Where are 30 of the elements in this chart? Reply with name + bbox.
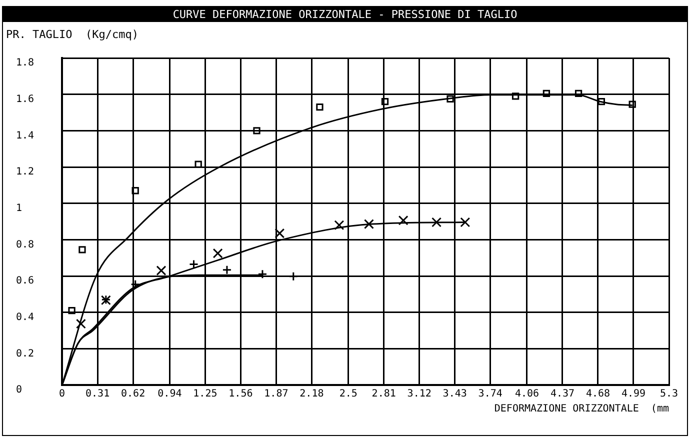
y-tick-label: 1	[16, 202, 22, 214]
x-tick-label: 0	[59, 388, 66, 400]
x-tick-label: 2.5	[339, 388, 358, 400]
y-tick-label: 0.8	[16, 239, 34, 250]
x-tick-label: 3.12	[407, 388, 432, 400]
y-tick-label: 1.6	[16, 94, 34, 105]
x-tick-label: 1.25	[193, 388, 218, 400]
chart-title: CURVE DEFORMAZIONE ORIZZONTALE - PRESSIONE DI TAGLIO	[3, 7, 687, 22]
y-tick-label: 0.2	[16, 348, 34, 360]
x-tick-label: 0.31	[86, 388, 110, 400]
x-tick-label: 1.87	[264, 388, 288, 400]
x-tick-label: 4.68	[586, 388, 610, 400]
y-axis-title: PR. TAGLIO (Kg/cmq)	[6, 28, 138, 41]
x-tick-label: 5.3	[660, 388, 678, 400]
x-tick-label: 2.18	[300, 388, 324, 400]
x-tick-label: 3.74	[478, 388, 502, 400]
y-tick-label: 0.6	[16, 276, 34, 287]
y-tick-label: 1.4	[16, 130, 34, 142]
y-tick-label: 0.4	[16, 312, 34, 323]
x-tick-label: 0.94	[158, 388, 182, 400]
x-tick-label: 4.06	[514, 388, 540, 400]
x-tick-label: 4.99	[621, 388, 646, 400]
x-axis-title: DEFORMAZIONE ORIZZONTALE (mm	[494, 404, 669, 415]
y-tick-label: 1.2	[16, 166, 34, 178]
x-tick-label: 0.62	[121, 388, 146, 400]
x-tick-label: 1.56	[228, 388, 253, 400]
x-tick-label: 2.81	[372, 388, 396, 400]
x-tick-label: 3.43	[442, 388, 467, 400]
y-tick-label: 1.8	[16, 58, 34, 69]
x-tick-label: 4.37	[550, 388, 575, 400]
